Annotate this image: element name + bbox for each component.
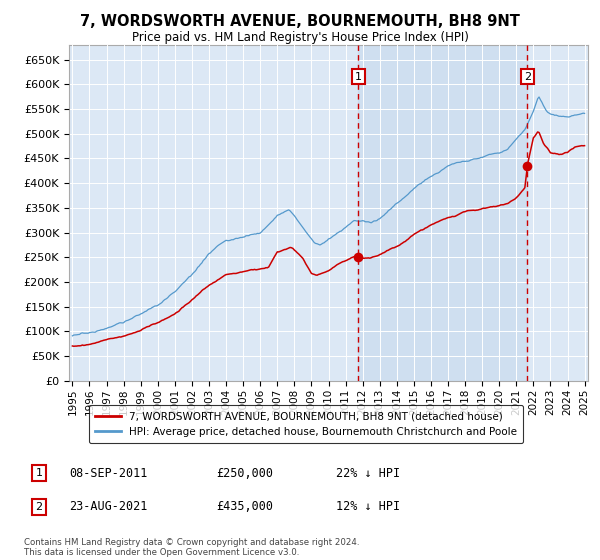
Legend: 7, WORDSWORTH AVENUE, BOURNEMOUTH, BH8 9NT (detached house), HPI: Average price,: 7, WORDSWORTH AVENUE, BOURNEMOUTH, BH8 9… [89, 405, 523, 443]
Text: 2: 2 [524, 72, 531, 82]
Text: £435,000: £435,000 [216, 500, 273, 514]
Text: £250,000: £250,000 [216, 466, 273, 480]
Text: 23-AUG-2021: 23-AUG-2021 [69, 500, 148, 514]
Text: 7, WORDSWORTH AVENUE, BOURNEMOUTH, BH8 9NT: 7, WORDSWORTH AVENUE, BOURNEMOUTH, BH8 9… [80, 14, 520, 29]
Text: 1: 1 [35, 468, 43, 478]
Text: Price paid vs. HM Land Registry's House Price Index (HPI): Price paid vs. HM Land Registry's House … [131, 31, 469, 44]
Text: 1: 1 [355, 72, 362, 82]
Text: 2: 2 [35, 502, 43, 512]
Text: Contains HM Land Registry data © Crown copyright and database right 2024.
This d: Contains HM Land Registry data © Crown c… [24, 538, 359, 557]
Text: 12% ↓ HPI: 12% ↓ HPI [336, 500, 400, 514]
Text: 08-SEP-2011: 08-SEP-2011 [69, 466, 148, 480]
Text: 22% ↓ HPI: 22% ↓ HPI [336, 466, 400, 480]
Bar [358, 45, 527, 381]
